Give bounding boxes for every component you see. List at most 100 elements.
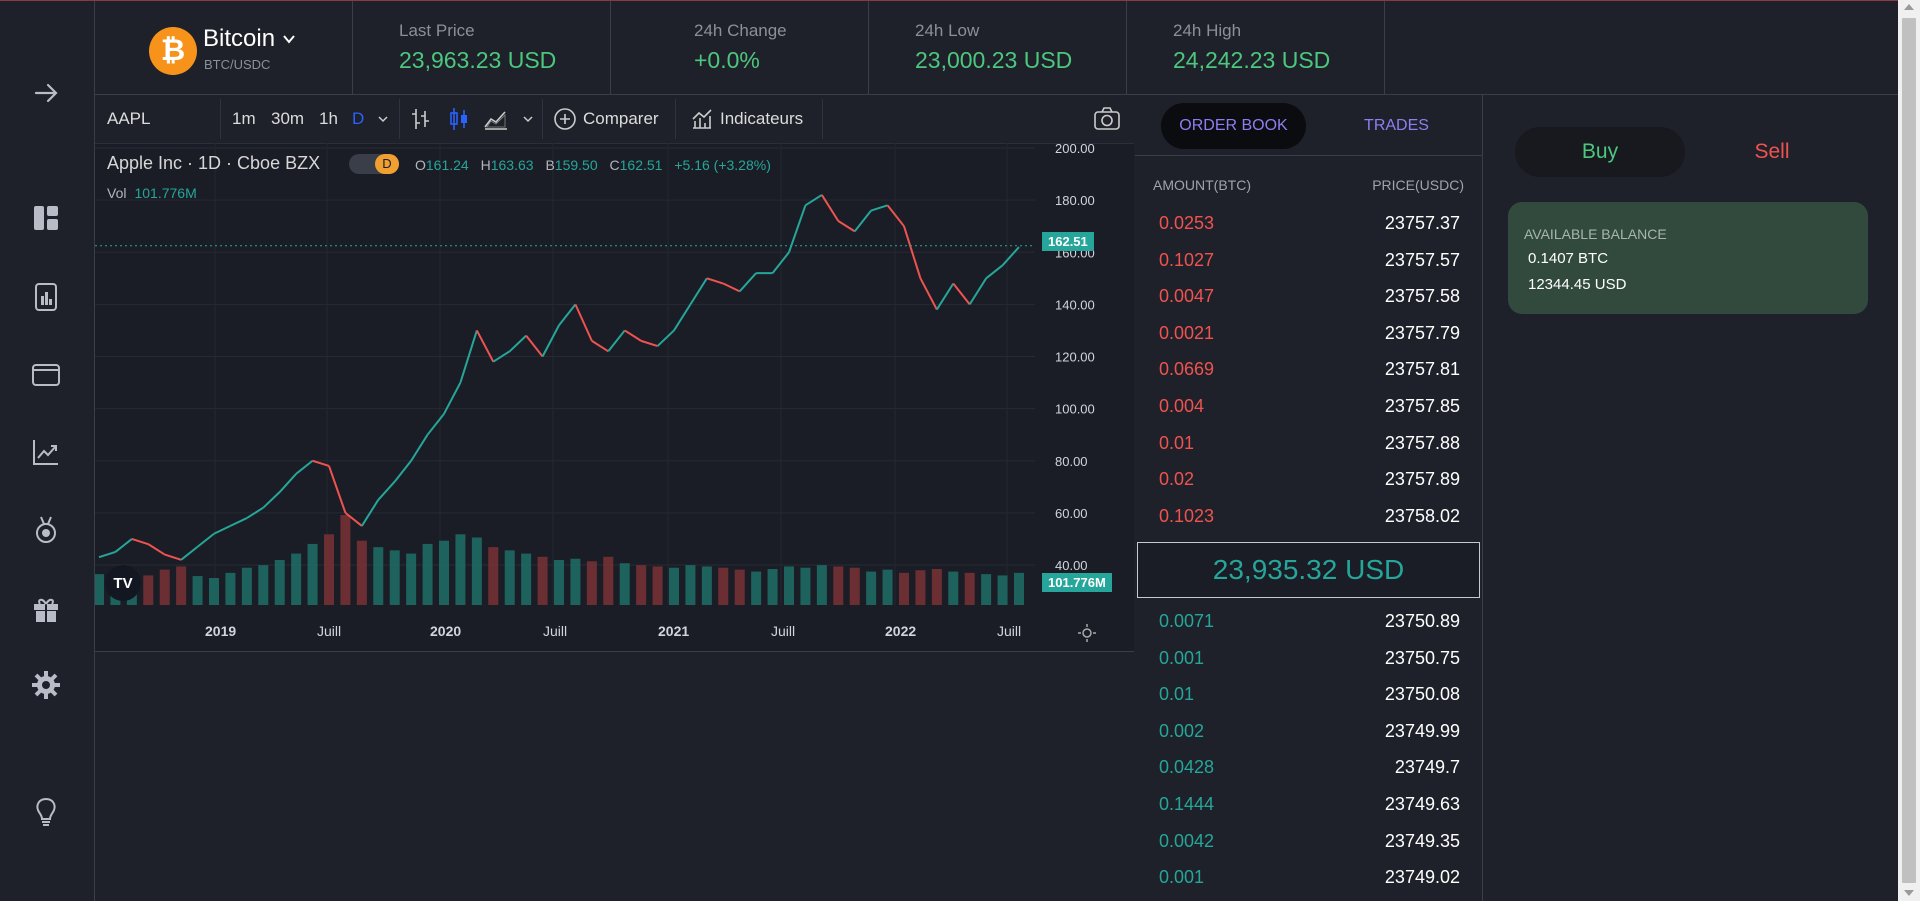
bid-row[interactable]: 0.001 23750.75	[1159, 642, 1460, 678]
bid-row[interactable]: 0.0071 23750.89	[1159, 605, 1460, 641]
ask-row[interactable]: 0.02 23757.89	[1159, 463, 1460, 499]
bid-row[interactable]: 0.001 23749.02	[1159, 861, 1460, 897]
ask-row[interactable]: 0.0047 23757.58	[1159, 280, 1460, 316]
chart-type-dropdown-icon[interactable]	[522, 113, 534, 125]
coin-selector[interactable]: ₿ Bitcoin BTC/USDC	[95, 1, 353, 94]
price-line-segment	[509, 334, 527, 353]
bid-row[interactable]: 0.1444 23749.63	[1159, 788, 1460, 824]
x-tick-label: 2019	[205, 623, 237, 639]
price-line-segment	[180, 545, 199, 561]
volume-bar	[603, 556, 614, 605]
theme-sun-icon[interactable]	[1077, 623, 1097, 643]
interval-d-button[interactable]: D	[352, 109, 365, 128]
arrow-right-icon[interactable]	[28, 75, 64, 111]
price-line-segment	[903, 225, 922, 279]
volume-bar	[915, 570, 926, 605]
sidebar	[0, 1, 95, 901]
volume-bar	[159, 569, 170, 605]
price-line-segment	[804, 194, 823, 207]
coin-pair: BTC/USDC	[204, 57, 271, 72]
dashboard-icon[interactable]	[28, 200, 64, 236]
ohlc-close-key: C	[609, 157, 620, 173]
volume-bar	[882, 569, 893, 605]
bid-price: 23749.63	[1384, 794, 1460, 814]
ask-row[interactable]: 0.1023 23758.02	[1159, 500, 1460, 536]
medal-icon[interactable]	[28, 512, 64, 548]
volume-bar	[488, 547, 499, 605]
trending-icon[interactable]	[28, 434, 64, 470]
price-line-segment	[459, 330, 478, 383]
bid-price: 23750.75	[1384, 647, 1460, 668]
symbol-search-button[interactable]: AAPL	[107, 109, 151, 128]
volume-tag: 101.776M	[1042, 573, 1112, 592]
ask-row[interactable]: 0.004 23757.85	[1159, 390, 1460, 426]
gear-icon[interactable]	[28, 667, 64, 703]
indicators-button[interactable]: Indicateurs	[690, 107, 803, 131]
bid-amount: 0.0071	[1159, 611, 1215, 631]
price-line-segment	[328, 465, 347, 514]
interval-30m-button[interactable]: 30m	[271, 109, 305, 128]
ask-row[interactable]: 0.0021 23757.79	[1159, 317, 1460, 353]
bid-row[interactable]: 0.01 23750.08	[1159, 678, 1460, 714]
sell-button[interactable]: Sell	[1754, 140, 1790, 163]
wallet-icon[interactable]	[28, 357, 64, 393]
ohlc-low: 159.50	[554, 157, 598, 173]
ask-row[interactable]: 0.0669 23757.81	[1159, 353, 1460, 389]
page-scrollbar[interactable]	[1898, 0, 1920, 901]
volume-bar	[274, 560, 285, 605]
top-accent-line	[0, 0, 1920, 1]
volume-bar	[537, 556, 548, 605]
volume-bar	[849, 567, 860, 605]
bid-row[interactable]: 0.0428 23749.7	[1159, 751, 1460, 787]
scroll-up-arrow-icon[interactable]	[1904, 4, 1914, 10]
candle-chart-type-icon[interactable]	[448, 107, 470, 131]
interval-1h-button[interactable]: 1h	[319, 109, 338, 128]
ask-price: 23757.79	[1384, 322, 1460, 343]
tab-order-book[interactable]: ORDER BOOK	[1161, 103, 1306, 149]
interval-1m-button[interactable]: 1m	[232, 109, 256, 128]
volume-bar	[734, 569, 745, 605]
ask-amount: 0.0021	[1159, 322, 1215, 343]
bid-row[interactable]: 0.0042 23749.35	[1159, 825, 1460, 861]
scroll-down-arrow-icon[interactable]	[1904, 890, 1914, 896]
tradingview-logo-icon[interactable]: TV	[105, 565, 141, 601]
interval-dropdown-icon[interactable]	[377, 113, 389, 125]
amount-column-header: AMOUNT(BTC)	[1153, 177, 1251, 193]
price-line-segment	[837, 220, 856, 233]
chart-box-icon[interactable]	[28, 279, 64, 315]
area-chart-type-icon[interactable]	[483, 107, 509, 131]
price-line-segment	[344, 512, 363, 527]
bar-chart-type-icon[interactable]	[410, 107, 432, 131]
ask-row[interactable]: 0.0253 23757.37	[1159, 207, 1460, 243]
volume-legend: Vol 101.776M	[107, 185, 197, 201]
volume-label: Vol	[107, 185, 127, 201]
price-line-segment	[410, 434, 429, 462]
ask-amount: 0.02	[1159, 469, 1195, 490]
price-line-segment	[475, 329, 495, 363]
bid-price: 23749.02	[1384, 867, 1460, 888]
price-chart[interactable]: 200.00 180.00 160.00 140.00 120.00 100.00 80.0…	[95, 143, 1134, 613]
scrollbar-thumb[interactable]	[1902, 18, 1916, 883]
compare-button[interactable]: Comparer	[553, 107, 659, 131]
gift-icon[interactable]	[28, 591, 64, 627]
ask-row[interactable]: 0.1027 23757.57	[1159, 244, 1460, 280]
coin-name[interactable]: Bitcoin	[203, 25, 297, 53]
volume-bar	[866, 571, 877, 605]
ask-row[interactable]: 0.01 23757.88	[1159, 427, 1460, 463]
volume-bar	[701, 566, 712, 605]
volume-bar	[899, 572, 909, 605]
tab-trades[interactable]: TRADES	[1364, 117, 1429, 134]
balance-title: AVAILABLE BALANCE	[1524, 226, 1667, 242]
buy-button[interactable]: Buy	[1515, 127, 1685, 177]
camera-icon[interactable]	[1093, 106, 1121, 132]
ask-price: 23758.02	[1384, 505, 1460, 526]
price-line-segment	[673, 303, 692, 331]
bid-row[interactable]: 0.002 23749.99	[1159, 715, 1460, 751]
lightbulb-icon[interactable]	[28, 794, 64, 830]
bid-price: 23749.7	[1394, 757, 1460, 778]
ask-price: 23757.57	[1384, 249, 1460, 270]
volume-bar	[981, 574, 992, 605]
volume-bar	[931, 569, 942, 605]
price-line-segment	[295, 459, 314, 475]
y-tick-label: 80.00	[1055, 454, 1088, 469]
